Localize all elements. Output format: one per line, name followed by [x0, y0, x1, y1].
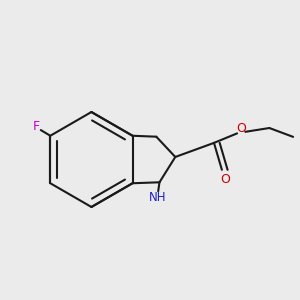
Text: NH: NH [149, 191, 166, 204]
Text: O: O [220, 173, 230, 186]
Text: F: F [32, 120, 40, 134]
Text: O: O [236, 122, 246, 134]
